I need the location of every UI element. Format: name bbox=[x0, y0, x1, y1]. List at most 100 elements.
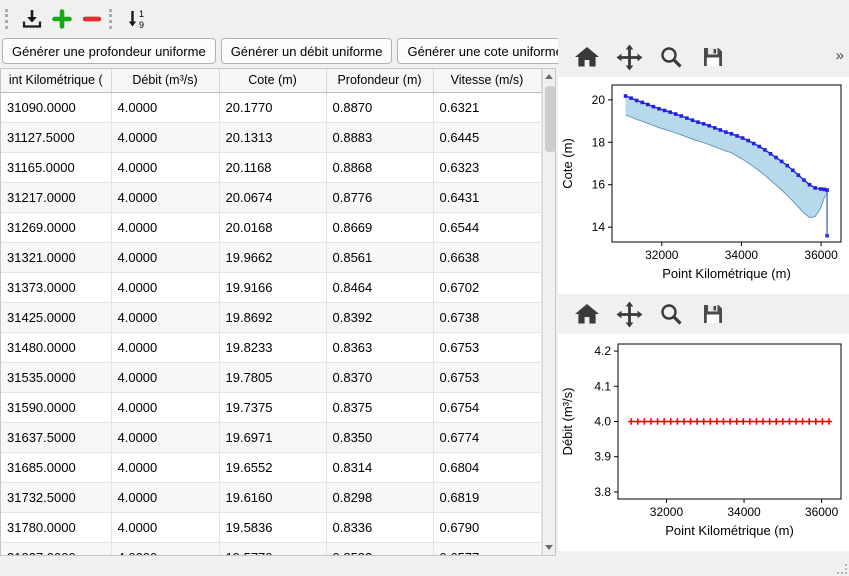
column-header-profondeur[interactable]: Profondeur (m) bbox=[326, 69, 434, 93]
table-row[interactable]: 31321.0000 4.0000 19.9662 0.8561 0.6638 bbox=[1, 242, 542, 273]
column-header-debit[interactable]: Débit (m³/s) bbox=[111, 69, 220, 93]
table-cell[interactable]: 0.6738 bbox=[433, 302, 542, 333]
add-row-button[interactable] bbox=[47, 4, 77, 34]
table-cell[interactable]: 20.1313 bbox=[219, 122, 327, 153]
table-cell[interactable]: 0.6790 bbox=[433, 512, 542, 543]
save-button[interactable] bbox=[698, 42, 728, 72]
table-cell[interactable]: 31827.0000 bbox=[1, 542, 112, 555]
table-cell[interactable]: 31685.0000 bbox=[1, 452, 112, 483]
pan-button[interactable] bbox=[614, 299, 644, 329]
table-cell[interactable]: 0.8370 bbox=[326, 362, 434, 393]
table-cell[interactable]: 0.6702 bbox=[433, 272, 542, 303]
table-cell[interactable]: 31480.0000 bbox=[1, 332, 112, 363]
table-cell[interactable]: 0.8561 bbox=[326, 242, 434, 273]
zoom-button[interactable] bbox=[656, 42, 686, 72]
table-cell[interactable]: 0.6774 bbox=[433, 422, 542, 453]
table-cell[interactable]: 31590.0000 bbox=[1, 392, 112, 423]
table-cell[interactable]: 4.0000 bbox=[111, 452, 220, 483]
debit-plot-canvas[interactable]: 32000 34000 36000 3.8 3.9 4.0 4.1 4.2 Point Kilo… bbox=[558, 334, 849, 551]
table-row[interactable]: 31535.0000 4.0000 19.7805 0.8370 0.6753 bbox=[1, 362, 542, 393]
table-cell[interactable]: 20.1168 bbox=[219, 152, 327, 183]
table-cell[interactable]: 4.0000 bbox=[111, 362, 220, 393]
generate-level-button[interactable]: Générer une cote uniforme bbox=[397, 38, 573, 64]
table-cell[interactable]: 19.7805 bbox=[219, 362, 327, 393]
table-cell[interactable]: 19.6971 bbox=[219, 422, 327, 453]
table-cell[interactable]: 31535.0000 bbox=[1, 362, 112, 393]
table-row[interactable]: 31732.5000 4.0000 19.6160 0.8298 0.6819 bbox=[1, 482, 542, 513]
table-row[interactable]: 31127.5000 4.0000 20.1313 0.8883 0.6445 bbox=[1, 122, 542, 153]
scroll-down-button[interactable] bbox=[543, 540, 556, 555]
table-row[interactable]: 31165.0000 4.0000 20.1168 0.8868 0.6323 bbox=[1, 152, 542, 183]
table-cell[interactable]: 0.6577 bbox=[433, 542, 542, 555]
scrollbar-thumb[interactable] bbox=[544, 86, 555, 152]
table-cell[interactable]: 31425.0000 bbox=[1, 302, 112, 333]
table-cell[interactable]: 20.1770 bbox=[219, 92, 327, 123]
table-row[interactable]: 31480.0000 4.0000 19.8233 0.8363 0.6753 bbox=[1, 332, 542, 363]
home-button[interactable] bbox=[572, 299, 602, 329]
table-cell[interactable]: 4.0000 bbox=[111, 422, 220, 453]
table-cell[interactable]: 0.8883 bbox=[326, 122, 434, 153]
table-cell[interactable]: 19.6552 bbox=[219, 452, 327, 483]
table-cell[interactable]: 0.8868 bbox=[326, 152, 434, 183]
table-cell[interactable]: 0.8669 bbox=[326, 212, 434, 243]
table-cell[interactable]: 31373.0000 bbox=[1, 272, 112, 303]
table-cell[interactable]: 4.0000 bbox=[111, 392, 220, 423]
table-cell[interactable]: 0.6431 bbox=[433, 182, 542, 213]
table-cell[interactable]: 0.8350 bbox=[326, 422, 434, 453]
table-row[interactable]: 31090.0000 4.0000 20.1770 0.8870 0.6321 bbox=[1, 92, 542, 123]
scroll-up-button[interactable] bbox=[543, 69, 556, 84]
table-cell[interactable]: 31321.0000 bbox=[1, 242, 112, 273]
table-cell[interactable]: 20.0674 bbox=[219, 182, 327, 213]
table-cell[interactable]: 4.0000 bbox=[111, 302, 220, 333]
table-row[interactable]: 31217.0000 4.0000 20.0674 0.8776 0.6431 bbox=[1, 182, 542, 213]
table-cell[interactable]: 20.0168 bbox=[219, 212, 327, 243]
table-cell[interactable]: 19.9166 bbox=[219, 272, 327, 303]
pan-button[interactable] bbox=[614, 42, 644, 72]
table-row[interactable]: 31425.0000 4.0000 19.8692 0.8392 0.6738 bbox=[1, 302, 542, 333]
table-scrollbar[interactable] bbox=[541, 69, 556, 555]
table-cell[interactable]: 0.6323 bbox=[433, 152, 542, 183]
import-button[interactable] bbox=[17, 4, 47, 34]
table-row[interactable]: 31590.0000 4.0000 19.7375 0.8375 0.6754 bbox=[1, 392, 542, 423]
table-cell[interactable]: 0.8314 bbox=[326, 452, 434, 483]
table-cell[interactable]: 19.9662 bbox=[219, 242, 327, 273]
table-cell[interactable]: 0.6753 bbox=[433, 362, 542, 393]
toolbar-drag-handle[interactable] bbox=[109, 8, 115, 29]
table-cell[interactable]: 31090.0000 bbox=[1, 92, 112, 123]
generate-flow-button[interactable]: Générer un débit uniforme bbox=[220, 38, 393, 64]
window-resize-grip[interactable] bbox=[837, 564, 847, 574]
table-cell[interactable]: 31732.5000 bbox=[1, 482, 112, 513]
table-cell[interactable]: 0.8776 bbox=[326, 182, 434, 213]
table-cell[interactable]: 0.6804 bbox=[433, 452, 542, 483]
table-cell[interactable]: 4.0000 bbox=[111, 242, 220, 273]
column-header-cote[interactable]: Cote (m) bbox=[219, 69, 327, 93]
table-cell[interactable]: 4.0000 bbox=[111, 122, 220, 153]
table-cell[interactable]: 0.6753 bbox=[433, 332, 542, 363]
save-button[interactable] bbox=[698, 299, 728, 329]
table-cell[interactable]: 31217.0000 bbox=[1, 182, 112, 213]
table-row[interactable]: 31685.0000 4.0000 19.6552 0.8314 0.6804 bbox=[1, 452, 542, 483]
home-button[interactable] bbox=[572, 42, 602, 72]
table-cell[interactable]: 4.0000 bbox=[111, 542, 220, 555]
table-cell[interactable]: 19.5770 bbox=[219, 542, 327, 555]
table-cell[interactable]: 0.6754 bbox=[433, 392, 542, 423]
scrollbar-track[interactable] bbox=[543, 84, 555, 540]
remove-row-button[interactable] bbox=[77, 4, 107, 34]
column-header-vitesse[interactable]: Vitesse (m/s) bbox=[433, 69, 542, 93]
table-cell[interactable]: 31165.0000 bbox=[1, 152, 112, 183]
generate-depth-button[interactable]: Générer une profondeur uniforme bbox=[2, 38, 216, 64]
cote-plot-canvas[interactable]: 32000 34000 36000 14 16 18 20 Point Kilométriqu… bbox=[558, 77, 849, 294]
table-cell[interactable]: 0.8464 bbox=[326, 272, 434, 303]
toolbar-overflow-button[interactable]: » bbox=[835, 47, 844, 64]
table-cell[interactable]: 19.7375 bbox=[219, 392, 327, 423]
table-cell[interactable]: 31780.0000 bbox=[1, 512, 112, 543]
zoom-button[interactable] bbox=[656, 299, 686, 329]
table-row[interactable]: 31780.0000 4.0000 19.5836 0.8336 0.6790 bbox=[1, 512, 542, 543]
table-row[interactable]: 31373.0000 4.0000 19.9166 0.8464 0.6702 bbox=[1, 272, 542, 303]
table-cell[interactable]: 0.6819 bbox=[433, 482, 542, 513]
toolbar-drag-handle[interactable] bbox=[5, 8, 11, 29]
table-cell[interactable]: 4.0000 bbox=[111, 512, 220, 543]
table-cell[interactable]: 0.6638 bbox=[433, 242, 542, 273]
table-cell[interactable]: 4.0000 bbox=[111, 182, 220, 213]
